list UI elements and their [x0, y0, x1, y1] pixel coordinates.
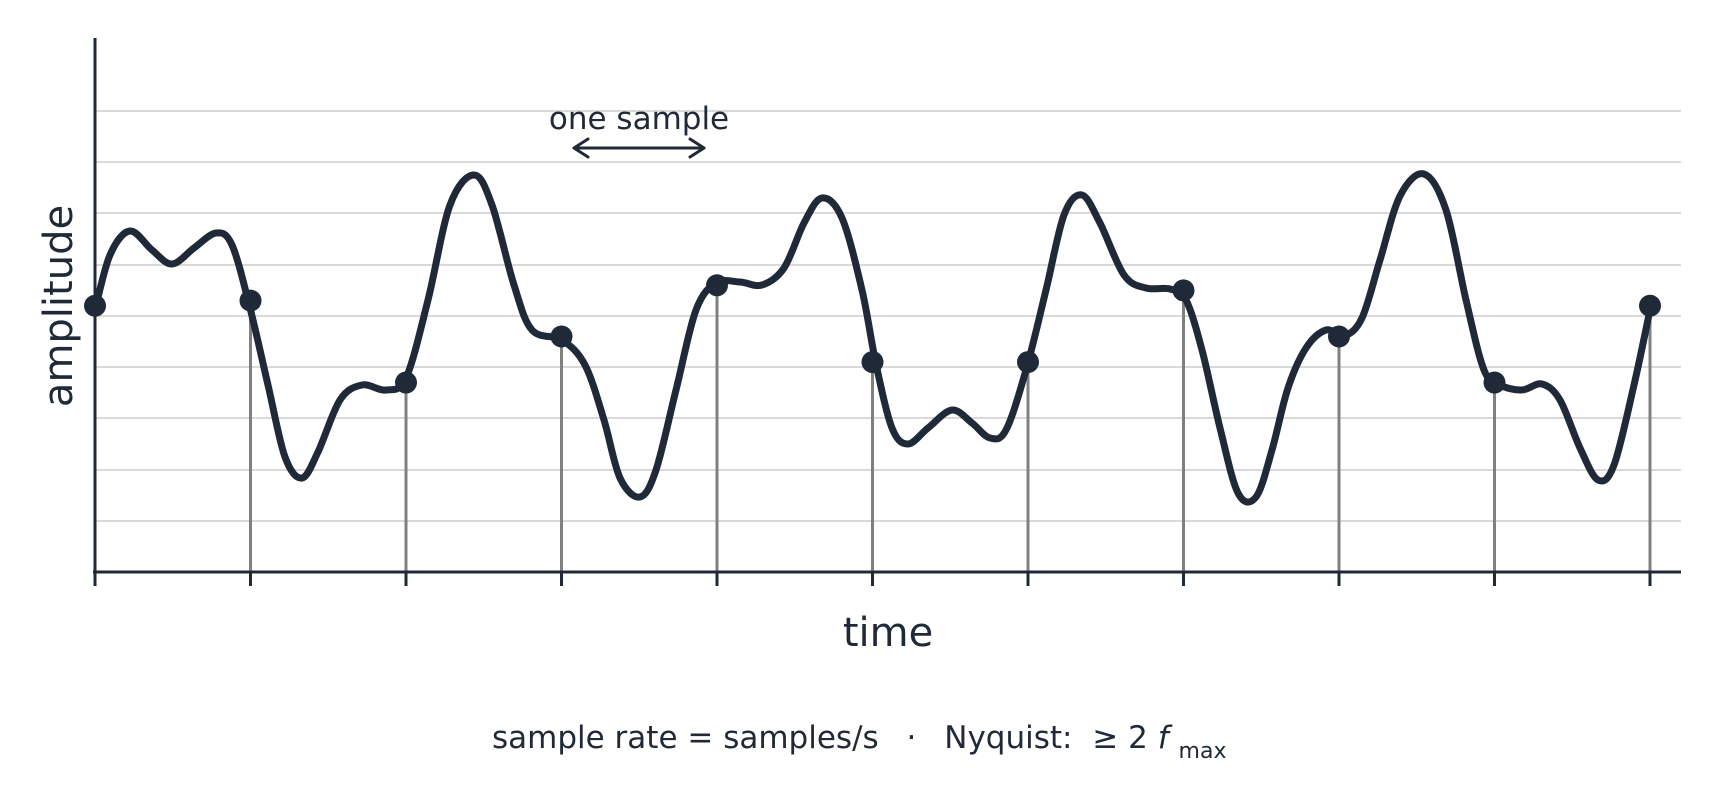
sample-point	[1017, 351, 1039, 374]
x-axis-ticks	[93, 572, 1652, 586]
sample-point	[395, 371, 417, 394]
sample-point	[1328, 325, 1350, 348]
sample-point	[1172, 279, 1195, 302]
sample-point	[239, 289, 262, 312]
axes	[93, 38, 1681, 574]
caption-separator: ·	[907, 720, 917, 756]
sample-point	[1483, 371, 1506, 394]
one-sample-arrow	[572, 137, 706, 159]
caption-nyquist-label: Nyquist:	[944, 720, 1072, 756]
one-sample-label: one sample	[549, 101, 729, 137]
caption-relation: ≥ 2	[1092, 720, 1148, 756]
sample-point	[1639, 294, 1661, 317]
caption-subscript: max	[1179, 739, 1227, 764]
continuous-signal-curve	[91, 170, 1654, 506]
x-axis-label: time	[843, 610, 933, 656]
sample-point	[706, 274, 728, 297]
caption-sample-rate: sample rate = samples/s	[492, 720, 879, 756]
sample-point	[861, 351, 884, 374]
caption: sample rate = samples/s · Nyquist: ≥ 2 f…	[492, 720, 1226, 764]
y-axis-label: amplitude	[36, 205, 82, 407]
sample-stems	[249, 285, 1652, 572]
sample-point	[550, 325, 573, 348]
gridlines	[95, 110, 1681, 522]
sample-points	[84, 274, 1661, 394]
caption-f-symbol: f	[1158, 720, 1173, 756]
